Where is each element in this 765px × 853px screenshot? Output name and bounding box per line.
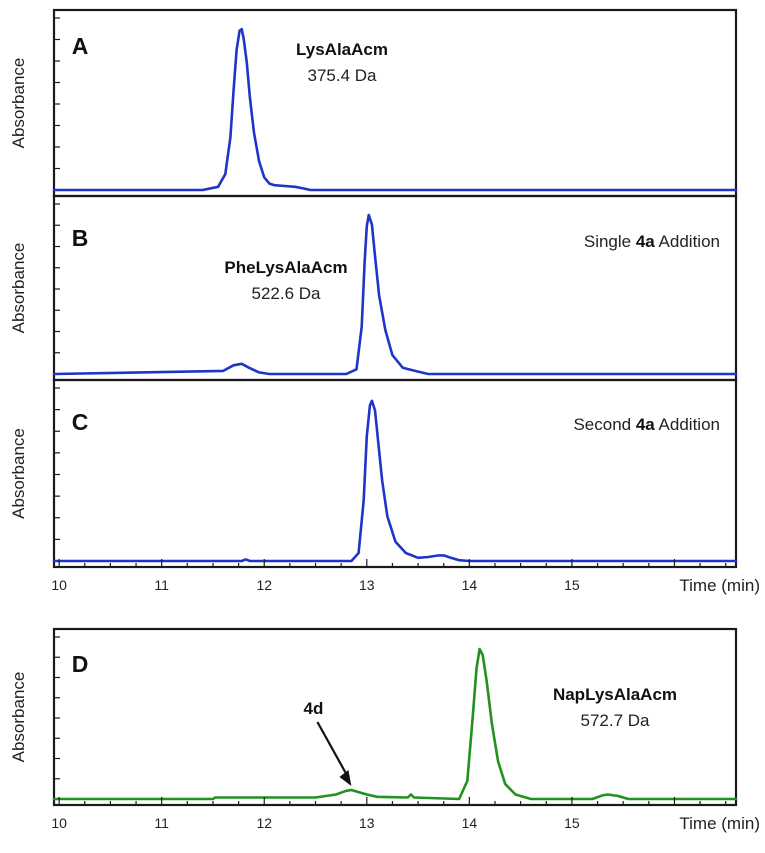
x-tick-label: 15 — [564, 577, 580, 593]
y-axis-label: Absorbance — [9, 243, 28, 334]
arrow-shaft — [316, 721, 349, 777]
panel-a: Absorbance A LysAlaAcm 375.4 Da — [9, 8, 738, 198]
panel-letter: B — [72, 225, 89, 251]
condition-label: Single 4a Addition — [584, 232, 720, 251]
x-tick-label: 13 — [359, 577, 375, 593]
panel-frame — [52, 194, 738, 382]
trace-b — [52, 213, 738, 376]
panel-frame — [52, 627, 738, 807]
x-axis-title: Time (min) — [679, 814, 760, 833]
condition-label-part: 4a — [636, 232, 655, 251]
panel-letter: C — [72, 409, 89, 435]
x-tick-label: 12 — [256, 577, 272, 593]
peak-mass-label: 522.6 Da — [252, 284, 322, 303]
panel-d: Absorbance D NapLysAlaAcm 572.7 Da 4d 10 11 12 1… — [9, 627, 760, 833]
x-tick-label: 10 — [51, 577, 67, 593]
panel-frame — [52, 8, 738, 198]
x-tick-label: 13 — [359, 815, 375, 831]
x-axis-title: Time (min) — [679, 576, 760, 595]
y-axis-label: Absorbance — [9, 58, 28, 149]
condition-label-part: Addition — [655, 415, 720, 434]
trace-a — [52, 27, 738, 192]
panel-b: Absorbance B Single 4a Addition PheLysAlaAc… — [9, 194, 738, 382]
trace-c — [52, 399, 738, 563]
arrow-head — [339, 770, 352, 786]
condition-label-part: 4a — [636, 415, 655, 434]
condition-label-part: Second — [573, 415, 635, 434]
x-tick-label: 11 — [154, 815, 169, 831]
x-tick-label: 15 — [564, 815, 580, 831]
panels-group: Absorbance A LysAlaAcm 375.4 Da Absorbance B S… — [9, 8, 760, 833]
x-tick-label: 12 — [256, 815, 272, 831]
x-tick-label: 10 — [51, 815, 67, 831]
condition-label-part: Addition — [655, 232, 720, 251]
y-axis-label: Absorbance — [9, 672, 28, 763]
y-axis-label: Absorbance — [9, 428, 28, 519]
panel-letter: D — [72, 651, 89, 677]
condition-label-part: Single — [584, 232, 636, 251]
condition-label: Second 4a Addition — [573, 415, 720, 434]
arrow-label: 4d — [303, 699, 323, 718]
peak-name-label: NapLysAlaAcm — [553, 685, 677, 704]
x-tick-label: 14 — [462, 815, 478, 831]
trace-d — [52, 647, 738, 801]
panel-letter: A — [72, 33, 89, 59]
panel-frame — [52, 378, 738, 569]
x-tick-label: 14 — [462, 577, 478, 593]
peak-name-label: PheLysAlaAcm — [224, 258, 347, 277]
peak-mass-label: 572.7 Da — [581, 711, 651, 730]
panel-c: Absorbance C Second 4a Addition 10 11 12 13 14 1… — [9, 378, 760, 595]
x-tick-label: 11 — [154, 577, 169, 593]
peak-mass-label: 375.4 Da — [308, 66, 378, 85]
peak-name-label: LysAlaAcm — [296, 40, 388, 59]
